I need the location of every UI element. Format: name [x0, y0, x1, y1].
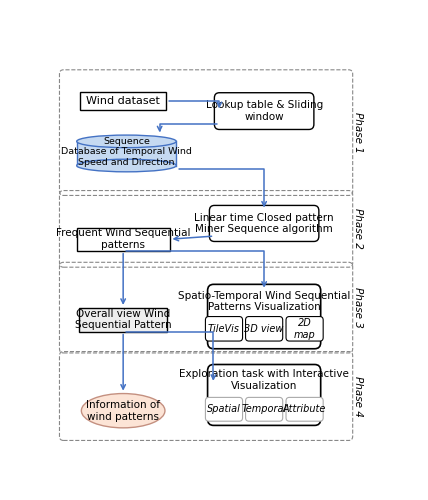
FancyBboxPatch shape: [286, 398, 323, 421]
Text: Phase 1: Phase 1: [353, 112, 363, 153]
Text: Sequence
Database of Temporal Wind
Speed and Direction: Sequence Database of Temporal Wind Speed…: [61, 137, 192, 166]
FancyBboxPatch shape: [209, 206, 319, 242]
FancyBboxPatch shape: [208, 284, 321, 349]
Bar: [80, 92, 166, 110]
Ellipse shape: [81, 394, 165, 428]
FancyBboxPatch shape: [286, 316, 323, 341]
FancyBboxPatch shape: [246, 398, 283, 421]
Text: Linear time Closed pattern
Miner Sequence algorithm: Linear time Closed pattern Miner Sequenc…: [194, 212, 334, 234]
Bar: [77, 228, 169, 251]
Text: Spatio-Temporal Wind Sequential
Patterns Visualization: Spatio-Temporal Wind Sequential Patterns…: [178, 290, 350, 312]
FancyBboxPatch shape: [205, 316, 243, 341]
Text: Wind dataset: Wind dataset: [86, 96, 160, 106]
Text: 3D view: 3D view: [244, 324, 284, 334]
Text: TileVis: TileVis: [208, 324, 240, 334]
FancyBboxPatch shape: [208, 364, 321, 426]
Bar: [79, 308, 167, 332]
Text: Lookup table & Sliding
window: Lookup table & Sliding window: [205, 100, 323, 122]
Text: Phase 4: Phase 4: [353, 376, 363, 416]
FancyBboxPatch shape: [214, 92, 314, 130]
Text: Overall view Wind
Sequential Pattern: Overall view Wind Sequential Pattern: [75, 309, 172, 330]
Text: Information of
wind patterns: Information of wind patterns: [86, 400, 160, 421]
Text: 2D
map: 2D map: [294, 318, 315, 340]
FancyBboxPatch shape: [246, 316, 283, 341]
Text: Spatial: Spatial: [207, 404, 241, 414]
Ellipse shape: [77, 135, 176, 147]
FancyBboxPatch shape: [205, 398, 243, 421]
Text: Phase 2: Phase 2: [353, 208, 363, 250]
Text: Exploration task with Interactive
Visualization: Exploration task with Interactive Visual…: [179, 370, 349, 391]
Bar: [77, 142, 176, 166]
Text: Frequent Wind Sequential
patterns: Frequent Wind Sequential patterns: [56, 228, 190, 250]
Text: Temporal: Temporal: [241, 404, 287, 414]
Text: Phase 3: Phase 3: [353, 287, 363, 328]
Ellipse shape: [77, 159, 176, 172]
Text: Attribute: Attribute: [283, 404, 326, 414]
